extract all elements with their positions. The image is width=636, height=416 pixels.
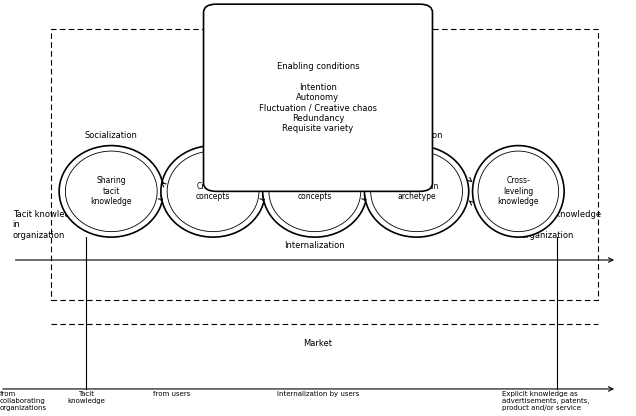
Text: Explicit knowledge
in
organization: Explicit knowledge in organization <box>522 210 600 240</box>
Text: Building an
archetype: Building an archetype <box>395 182 438 201</box>
Ellipse shape <box>263 146 367 237</box>
Text: Sharing
tacit
knowledge: Sharing tacit knowledge <box>90 176 132 206</box>
Bar <box>51 29 598 300</box>
Ellipse shape <box>473 146 564 237</box>
Text: Cross-
leveling
knowledge: Cross- leveling knowledge <box>497 176 539 206</box>
Text: Combination: Combination <box>390 131 443 140</box>
Text: Explicit knowledge as
advertisements, patents,
product and/or service: Explicit knowledge as advertisements, pa… <box>502 391 590 411</box>
Text: Internalization: Internalization <box>284 241 345 250</box>
Text: Socialization: Socialization <box>85 131 138 140</box>
Ellipse shape <box>59 146 163 237</box>
Text: Internalization by users: Internalization by users <box>277 391 359 397</box>
Text: Enabling conditions

Intention
Autonomy
Fluctuation / Creative chaos
Redundancy
: Enabling conditions Intention Autonomy F… <box>259 62 377 134</box>
Text: Creating
concepts: Creating concepts <box>196 182 230 201</box>
Text: Externalization: Externalization <box>204 131 267 140</box>
Text: Market: Market <box>303 339 333 348</box>
FancyBboxPatch shape <box>204 4 432 191</box>
Text: Justifying
concepts: Justifying concepts <box>297 182 333 201</box>
Text: Tacit knowledge
in
organization: Tacit knowledge in organization <box>13 210 80 240</box>
Text: from users: from users <box>153 391 190 397</box>
Text: Tacit
knowledge: Tacit knowledge <box>67 391 105 404</box>
Text: from
collaborating
organizations: from collaborating organizations <box>0 391 47 411</box>
Ellipse shape <box>364 146 469 237</box>
Ellipse shape <box>161 146 265 237</box>
